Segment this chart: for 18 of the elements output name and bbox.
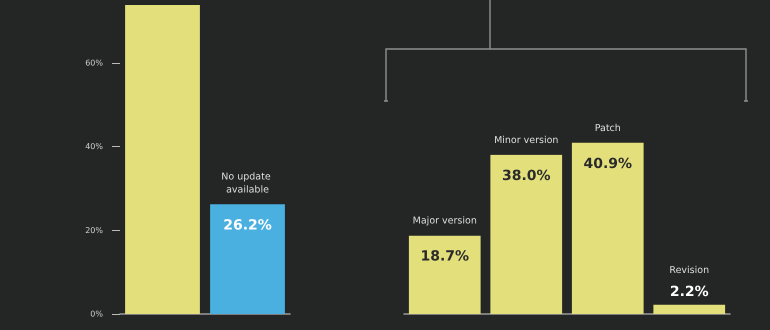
data-label: 40.9% xyxy=(583,156,632,172)
y-tick-label: 20% xyxy=(85,226,104,235)
data-label: 2.2% xyxy=(670,284,709,300)
y-tick-label: 0% xyxy=(90,310,104,318)
data-label: 26.2% xyxy=(223,217,272,234)
x-tick-label: Major version xyxy=(412,216,477,227)
bar xyxy=(408,236,481,314)
bar xyxy=(653,304,726,314)
x-tick-label: Minor version xyxy=(494,134,558,146)
x-tick-label: No update available xyxy=(221,171,274,196)
bar xyxy=(490,154,562,314)
bar xyxy=(572,142,644,314)
y-tick-label: 60% xyxy=(85,58,104,68)
y-tick-label: 40% xyxy=(85,142,104,152)
x-tick-label: Revision xyxy=(669,264,710,276)
data-label: 38.0% xyxy=(502,168,551,184)
x-tick-label: Patch xyxy=(594,122,621,134)
data-label: 18.7% xyxy=(420,248,470,265)
